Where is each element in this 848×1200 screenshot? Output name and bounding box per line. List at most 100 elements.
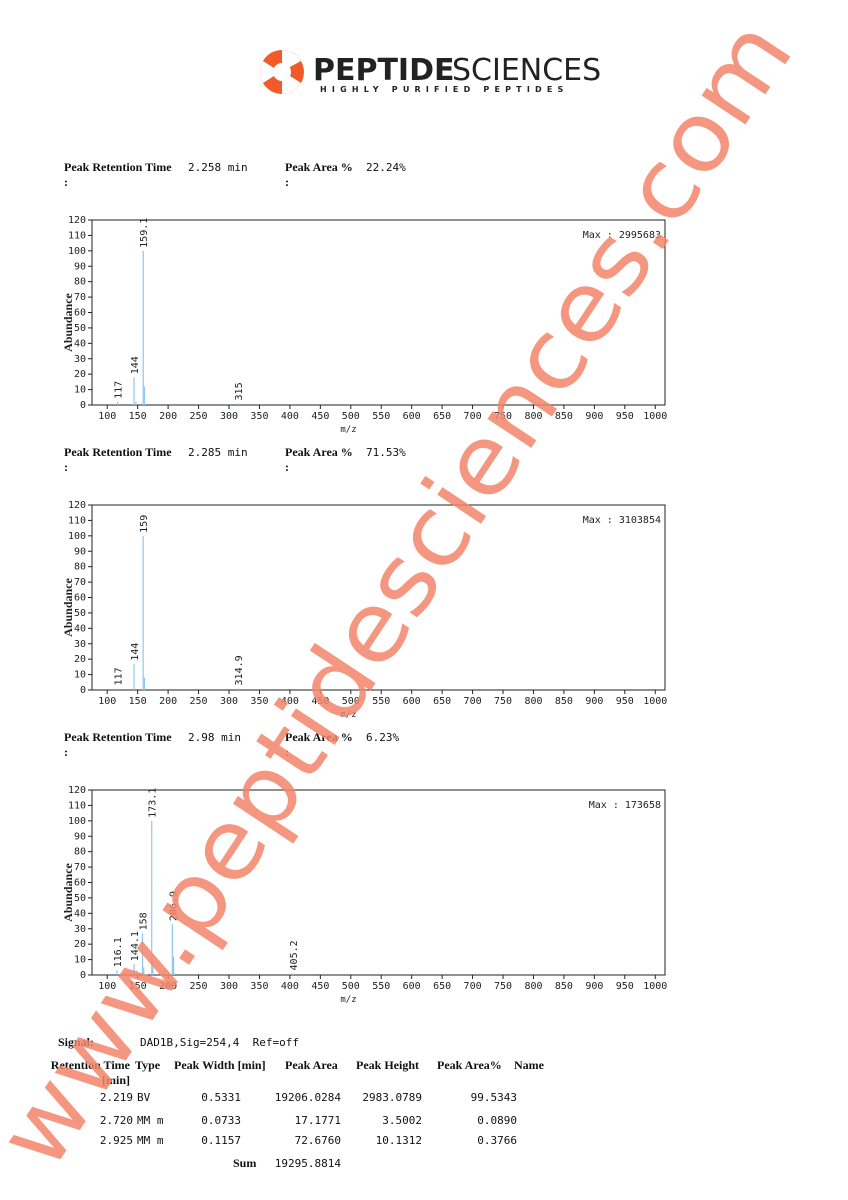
table-header: Type (135, 1058, 161, 1072)
x-tick-label: 250 (190, 981, 208, 992)
table-header: Name (514, 1058, 544, 1072)
peak-label: 158 (139, 912, 150, 930)
y-tick-label: 60 (74, 593, 86, 604)
table-cell: 0.1157 (201, 1134, 241, 1147)
x-tick-label: 400 (281, 981, 299, 992)
x-tick-label: 900 (585, 696, 603, 707)
y-tick-label: 120 (68, 500, 86, 511)
table-cell: 2.219 (99, 1091, 133, 1104)
max-label: Max : 3103854 (583, 515, 661, 526)
x-tick-label: 900 (585, 981, 603, 992)
area-label: Peak Area % : (285, 445, 353, 474)
x-axis-label: m/z (340, 425, 356, 435)
y-tick-label: 30 (74, 354, 86, 365)
x-tick-label: 850 (555, 411, 573, 422)
x-tick-label: 750 (494, 981, 512, 992)
y-tick-label: 60 (74, 878, 86, 889)
y-tick-label: 100 (68, 246, 86, 257)
peak-label: 117 (114, 381, 125, 399)
y-tick-label: 120 (68, 785, 86, 796)
area-label: Peak Area % : (285, 730, 353, 759)
x-tick-label: 800 (524, 411, 542, 422)
y-tick-label: 70 (74, 292, 86, 303)
x-tick-label: 650 (433, 411, 451, 422)
y-axis-label: Abundance (61, 862, 75, 921)
y-tick-label: 90 (74, 831, 86, 842)
x-tick-label: 200 (159, 696, 177, 707)
y-tick-label: 30 (74, 924, 86, 935)
x-axis-label: m/z (340, 995, 356, 1005)
x-tick-label: 400 (281, 411, 299, 422)
table-cell: 2.925 (99, 1134, 133, 1147)
x-tick-label: 450 (311, 411, 329, 422)
x-tick-label: 100 (98, 981, 116, 992)
signal-value: DAD1B,Sig=254,4 Ref=off (140, 1036, 299, 1049)
y-axis-label: Abundance (61, 577, 75, 636)
y-tick-label: 10 (74, 385, 86, 396)
x-tick-label: 500 (342, 411, 360, 422)
y-tick-label: 100 (68, 816, 86, 827)
x-tick-label: 150 (129, 411, 147, 422)
peak-label: 117 (114, 667, 125, 685)
peak-label: 144.1 (130, 931, 141, 961)
y-tick-label: 90 (74, 261, 86, 272)
x-tick-label: 550 (372, 696, 390, 707)
plot-frame (91, 219, 666, 406)
y-tick-label: 20 (74, 369, 86, 380)
x-tick-label: 700 (464, 411, 482, 422)
peak-label: 315 (234, 382, 245, 400)
y-tick-label: 80 (74, 847, 86, 858)
table-header: Peak Width [min] (174, 1058, 266, 1072)
x-tick-label: 400 (281, 696, 299, 707)
y-tick-label: 0 (80, 685, 86, 696)
x-tick-label: 650 (433, 696, 451, 707)
x-tick-label: 150 (129, 981, 147, 992)
x-tick-label: 800 (524, 696, 542, 707)
table-cell: 19206.0284 (274, 1091, 341, 1104)
x-tick-label: 650 (433, 981, 451, 992)
x-tick-label: 950 (616, 696, 634, 707)
logo-icon (260, 50, 304, 94)
max-label: Max : 173658 (589, 800, 661, 811)
retention-time: 2.285 min (188, 446, 248, 459)
y-tick-label: 110 (68, 515, 86, 526)
table-cell: 10.1312 (375, 1134, 422, 1147)
x-tick-label: 600 (403, 411, 421, 422)
y-tick-label: 30 (74, 639, 86, 650)
x-tick-label: 900 (585, 411, 603, 422)
peak-label: 144 (130, 643, 141, 661)
brand-light: SCIENCES (452, 53, 601, 88)
x-tick-label: 700 (464, 696, 482, 707)
y-tick-label: 0 (80, 400, 86, 411)
retention-time: 2.98 min (188, 731, 241, 744)
retention-time: 2.258 min (188, 161, 248, 174)
x-tick-label: 250 (190, 411, 208, 422)
area-percent: 22.24% (366, 161, 406, 174)
y-tick-label: 60 (74, 308, 86, 319)
table-cell: 2983.0789 (362, 1091, 422, 1104)
x-tick-label: 550 (372, 981, 390, 992)
peak-label: 116.1 (113, 937, 124, 967)
plot-frame (91, 504, 666, 691)
peak-label: 144 (130, 356, 141, 374)
y-tick-label: 80 (74, 562, 86, 573)
y-tick-label: 40 (74, 908, 86, 919)
signal-label: Signal: (58, 1035, 95, 1049)
table-header: Peak Area% (437, 1058, 502, 1072)
x-tick-label: 700 (464, 981, 482, 992)
x-tick-label: 350 (250, 411, 268, 422)
table-header: Peak Area (285, 1058, 338, 1072)
table-cell: 2.720 (99, 1114, 133, 1127)
table-cell: 99.5343 (470, 1091, 517, 1104)
sum-label: Sum (233, 1156, 257, 1170)
x-tick-label: 850 (555, 696, 573, 707)
y-tick-label: 10 (74, 955, 86, 966)
x-tick-label: 950 (616, 981, 634, 992)
tagline: HIGHLY PURIFIED PEPTIDES (320, 85, 568, 94)
y-tick-label: 70 (74, 577, 86, 588)
plot-frame (91, 789, 666, 976)
table-cell: BV (137, 1091, 151, 1104)
y-tick-label: 70 (74, 862, 86, 873)
